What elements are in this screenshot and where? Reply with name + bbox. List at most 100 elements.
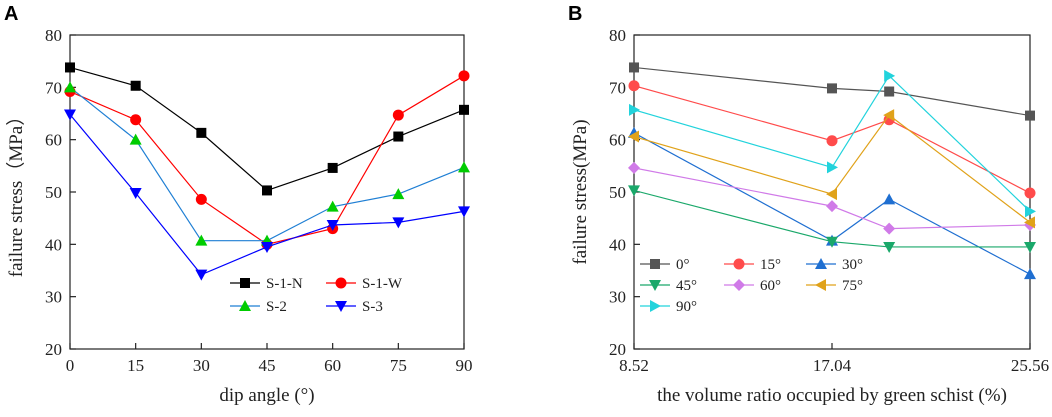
panel-a-y-tick-label: 50 bbox=[45, 183, 62, 202]
panel-b-x-tick-label: 25.56 bbox=[1011, 356, 1049, 375]
panel-b-data-point bbox=[1025, 110, 1035, 121]
panel-b-data-point bbox=[1024, 216, 1035, 229]
panel-b-legend-item: 30° bbox=[806, 257, 863, 273]
panel-a-data-point bbox=[64, 81, 76, 93]
panel-b-legend-item: 60° bbox=[724, 278, 781, 294]
panel-b-data-point bbox=[884, 69, 896, 82]
panel-a-legend-item: S-2 bbox=[230, 299, 287, 315]
panel-a-legend-marker bbox=[239, 300, 251, 311]
panel-a-series-line-0 bbox=[69, 66, 465, 192]
panel-b-legend-label: 30° bbox=[842, 257, 863, 273]
panel-a-legend-label: S-3 bbox=[362, 299, 383, 315]
panel-a-data-point bbox=[130, 80, 141, 91]
panel-b-legend-marker bbox=[815, 258, 827, 269]
panel-a-y-tick-label: 80 bbox=[45, 26, 62, 45]
panel-b: 20 30 40 50 60 70 80 8.52 17.04 25.56 0° 15° 30° 45… bbox=[570, 26, 1049, 406]
panel-b-data-point bbox=[826, 135, 838, 147]
panel-b-legend-item: 90° bbox=[640, 299, 697, 315]
panel-b-legend-item: 45° bbox=[640, 278, 697, 294]
panel-a-legend-label: S-1-N bbox=[266, 276, 303, 292]
panel-b-legend-item: 75° bbox=[806, 278, 863, 294]
panel-b-data-point bbox=[628, 80, 640, 92]
panel-b-y-tick-label: 20 bbox=[609, 340, 626, 359]
panel-b-legend-label: 75° bbox=[842, 278, 863, 294]
panel-a-legend-label: S-2 bbox=[266, 299, 287, 315]
panel-b-data-point bbox=[884, 86, 895, 97]
panel-b-legend-marker bbox=[815, 279, 826, 291]
panel-a-data-point bbox=[130, 114, 142, 126]
panel-a-data-point bbox=[195, 269, 208, 281]
panel-b-y-axis-title: failure stress(MPa) bbox=[570, 119, 591, 264]
panel-b-series-line-0 bbox=[633, 66, 1031, 117]
panel-a-x-tick-label: 60 bbox=[324, 356, 341, 375]
panel-b-data-point bbox=[883, 241, 896, 253]
panel-a-series-line-1 bbox=[69, 75, 465, 245]
panel-a-data-point bbox=[195, 193, 207, 205]
panel-a-series-group bbox=[64, 62, 470, 281]
panel-b-x-tick-label: 17.04 bbox=[813, 356, 852, 375]
panel-a-legend: S-1-N S-1-W S-2 S-3 bbox=[230, 276, 403, 315]
panel-b-data-point bbox=[883, 222, 896, 235]
panel-a-data-point bbox=[129, 133, 142, 145]
panel-b-legend-marker bbox=[733, 279, 745, 291]
panel-a-y-axis-title: failure stress（MPa） bbox=[5, 107, 27, 277]
panel-a-data-point bbox=[326, 200, 339, 212]
panel-b-data-point bbox=[1024, 268, 1036, 280]
panel-a-y-tick-label: 20 bbox=[45, 340, 62, 359]
panel-a-x-axis: 0 15 30 45 60 75 90 bbox=[66, 343, 473, 375]
panel-b-data-point bbox=[826, 200, 838, 213]
panel-a-data-point bbox=[262, 185, 272, 196]
panel-a-x-tick-label: 0 bbox=[66, 356, 75, 375]
panel-b-data-point bbox=[827, 161, 838, 174]
panel-a-data-point bbox=[458, 206, 470, 218]
panel-b-data-point bbox=[628, 161, 640, 174]
panel-b-data-point bbox=[1024, 187, 1036, 199]
panel-a-y-tick-label: 70 bbox=[45, 78, 62, 97]
panel-b-legend-label: 90° bbox=[676, 299, 697, 315]
panel-b-data-point bbox=[826, 236, 838, 248]
panel-b-series-line-3 bbox=[633, 189, 1030, 248]
panel-b-letter: B bbox=[568, 3, 582, 25]
panel-a-y-axis: 20 30 40 50 60 70 80 bbox=[45, 26, 76, 359]
panel-a-data-point bbox=[196, 127, 207, 138]
panel-b-series-line-4 bbox=[633, 167, 1031, 230]
panel-b-data-point bbox=[883, 109, 895, 122]
panel-a-data-point bbox=[65, 62, 75, 73]
panel-a-x-axis-title: dip angle (°) bbox=[219, 385, 314, 406]
panel-a-data-point bbox=[458, 161, 470, 173]
panel-b-legend-label: 15° bbox=[760, 257, 781, 273]
panel-a-data-point bbox=[261, 241, 273, 253]
panel-b-legend-marker bbox=[650, 259, 660, 269]
panel-b-legend-marker bbox=[649, 280, 661, 291]
panel-a-data-point bbox=[392, 109, 404, 121]
panel-b-y-tick-label: 70 bbox=[609, 78, 626, 97]
panel-a-y-tick-label: 60 bbox=[45, 131, 62, 150]
panel-b-data-point bbox=[1024, 241, 1036, 253]
panel-a-x-tick-label: 45 bbox=[259, 356, 276, 375]
panel-a-x-tick-label: 30 bbox=[193, 356, 210, 375]
panel-b-y-tick-label: 30 bbox=[609, 288, 626, 307]
panel-a-data-point bbox=[459, 104, 469, 115]
panel-b-legend-item: 0° bbox=[640, 257, 690, 273]
panel-a-data-point bbox=[392, 217, 405, 229]
panel-a-legend-item: S-1-W bbox=[326, 276, 403, 292]
panel-b-x-tick-label: 8.52 bbox=[619, 356, 649, 375]
panel-a-x-tick-label: 15 bbox=[127, 356, 144, 375]
panel-b-series-line-1 bbox=[633, 85, 1031, 194]
panel-a-legend-marker bbox=[335, 301, 347, 312]
panel-b-y-axis: 20 30 40 50 60 70 80 bbox=[609, 26, 640, 359]
panel-b-legend-label: 0° bbox=[676, 257, 690, 273]
panel-b-y-tick-label: 40 bbox=[609, 235, 626, 254]
panel-a-data-point bbox=[393, 131, 404, 142]
panel-a-legend-item: S-3 bbox=[326, 299, 383, 315]
panel-b-series-group bbox=[628, 62, 1036, 280]
panel-a-x-tick-label: 90 bbox=[456, 356, 473, 375]
panel-a-x-tick-label: 75 bbox=[390, 356, 407, 375]
panel-b-y-tick-label: 80 bbox=[609, 26, 626, 45]
panel-b-data-point bbox=[826, 188, 837, 201]
panel-b-data-point bbox=[628, 130, 639, 143]
panel-b-y-tick-label: 50 bbox=[609, 183, 626, 202]
panel-b-data-point bbox=[628, 185, 640, 197]
panel-b-series-line-6 bbox=[633, 74, 1031, 212]
